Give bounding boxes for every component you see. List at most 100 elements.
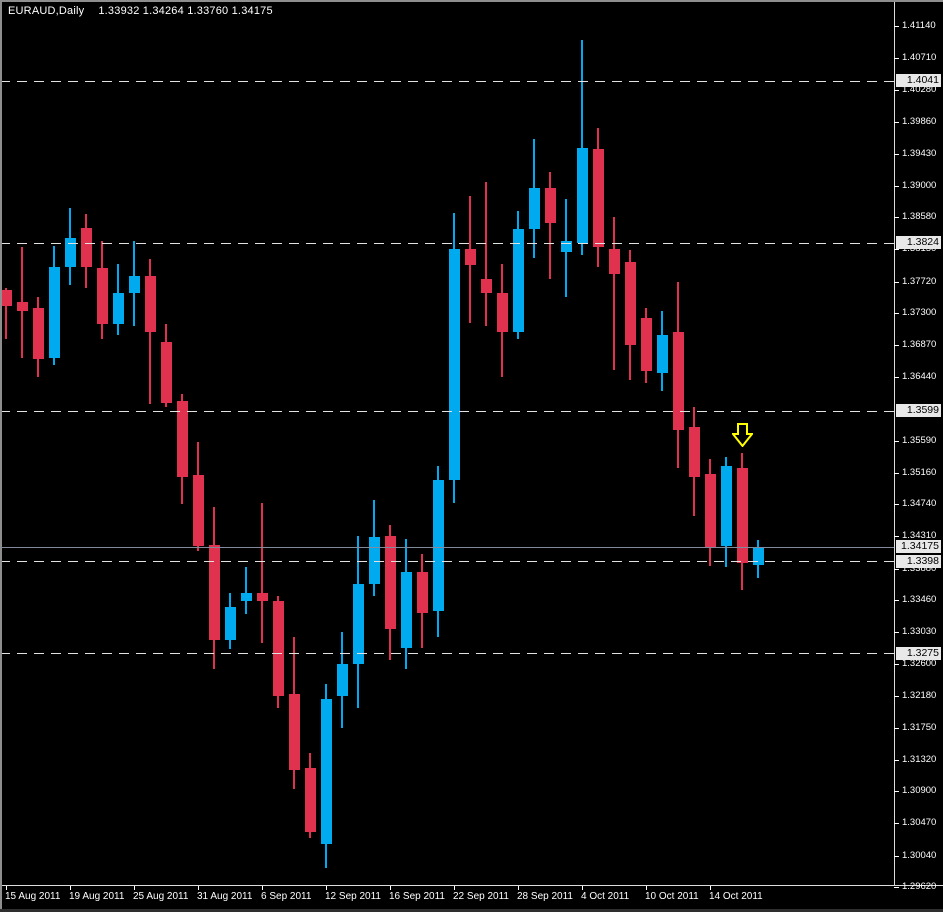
candle-wick — [485, 182, 487, 327]
candle-body — [673, 332, 684, 430]
candle-body — [433, 479, 444, 612]
candle-body — [561, 241, 572, 253]
date-tick — [134, 886, 135, 890]
candle-body — [753, 546, 764, 565]
price-tick-label: 1.41140 — [902, 20, 936, 31]
date-label: 4 Oct 2011 — [581, 891, 630, 902]
date-label: 28 Sep 2011 — [517, 891, 573, 902]
price-tick — [894, 856, 899, 857]
price-tick — [894, 728, 899, 729]
candle-body — [465, 248, 476, 266]
candle-wick — [613, 217, 615, 370]
candle-wick — [261, 502, 263, 643]
date-label: 25 Aug 2011 — [133, 891, 189, 902]
price-tick-label: 1.36870 — [902, 339, 937, 350]
window-border-bottom — [0, 909, 943, 912]
date-tick — [326, 886, 327, 890]
candle-body — [593, 148, 604, 248]
price-level-label: 1.3824 — [896, 236, 941, 249]
chart-title: EURAUD,Daily 1.33932 1.34264 1.33760 1.34… — [8, 5, 273, 17]
price-tick — [894, 760, 899, 761]
candle-body — [497, 292, 508, 332]
price-tick-label: 1.35160 — [902, 467, 937, 478]
price-tick-label: 1.39860 — [902, 116, 937, 127]
date-tick — [710, 886, 711, 890]
price-level-line — [0, 411, 894, 412]
price-level-label: 1.3275 — [896, 647, 941, 660]
price-tick-label: 1.37300 — [902, 307, 937, 318]
window-border-left — [0, 0, 2, 912]
price-tick — [894, 504, 899, 505]
candle-body — [97, 268, 108, 325]
candle-body — [129, 275, 140, 293]
candle-body — [529, 188, 540, 230]
price-level-label: 1.3599 — [896, 404, 941, 417]
candle-body — [705, 474, 716, 548]
price-tick — [894, 569, 899, 570]
candle-body — [305, 768, 316, 833]
candle-wick — [5, 287, 7, 340]
price-axis[interactable]: 1.41140 1.40710 1.40280 1.39860 1.39430 1.390… — [894, 0, 943, 891]
price-tick-label: 1.37720 — [902, 276, 937, 287]
price-tick-label: 1.33460 — [902, 594, 937, 605]
time-axis[interactable]: 15 Aug 2011 19 Aug 2011 25 Aug 2011 31 Aug … — [0, 886, 943, 910]
price-tick — [894, 664, 899, 665]
candle-body — [513, 229, 524, 333]
price-tick — [894, 823, 899, 824]
price-tick — [894, 154, 899, 155]
candle-body — [321, 699, 332, 845]
price-tick-label: 1.38580 — [902, 211, 937, 222]
candle-body — [209, 545, 220, 640]
price-tick-label: 1.34740 — [902, 498, 937, 509]
candle-body — [657, 335, 668, 373]
price-tick — [894, 186, 899, 187]
price-tick — [894, 249, 899, 250]
date-label: 16 Sep 2011 — [389, 891, 445, 902]
price-axis-separator — [894, 2, 895, 885]
date-tick — [518, 886, 519, 890]
price-tick-label: 1.35590 — [902, 435, 937, 446]
candle-body — [161, 342, 172, 403]
candle-body — [65, 238, 76, 268]
date-tick — [582, 886, 583, 890]
candle-body — [369, 537, 380, 585]
price-tick — [894, 600, 899, 601]
candle-body — [641, 318, 652, 372]
candle-body — [417, 572, 428, 613]
date-label: 31 Aug 2011 — [197, 891, 253, 902]
price-level-line — [0, 81, 894, 82]
price-tick — [894, 473, 899, 474]
price-tick — [894, 345, 899, 346]
price-level-line — [0, 653, 894, 654]
price-tick — [894, 90, 899, 91]
ohlc-readout: 1.33932 1.34264 1.33760 1.34175 — [98, 5, 273, 17]
candle-body — [113, 292, 124, 325]
price-tick-label: 1.40280 — [902, 84, 937, 95]
date-label: 6 Sep 2011 — [261, 891, 312, 902]
price-tick — [894, 313, 899, 314]
price-tick-label: 1.30900 — [902, 785, 937, 796]
candle-wick — [245, 567, 247, 615]
date-tick — [646, 886, 647, 890]
price-tick — [894, 217, 899, 218]
price-tick — [894, 26, 899, 27]
down-arrow-icon — [730, 423, 755, 448]
date-tick — [454, 886, 455, 890]
candle-body — [337, 664, 348, 697]
candle-body — [241, 592, 252, 602]
date-tick — [198, 886, 199, 890]
candle-body — [225, 607, 236, 640]
candle-body — [257, 592, 268, 602]
date-tick — [6, 886, 7, 890]
date-tick — [262, 886, 263, 890]
candle-body — [721, 466, 732, 547]
price-tick — [894, 696, 899, 697]
date-label: 22 Sep 2011 — [453, 891, 509, 902]
price-tick-label: 1.32600 — [902, 658, 937, 669]
candle-body — [273, 601, 284, 697]
candle-body — [385, 536, 396, 630]
price-tick-label: 1.34310 — [902, 530, 937, 541]
chart-surface[interactable] — [0, 0, 894, 885]
date-label: 12 Sep 2011 — [325, 891, 381, 902]
